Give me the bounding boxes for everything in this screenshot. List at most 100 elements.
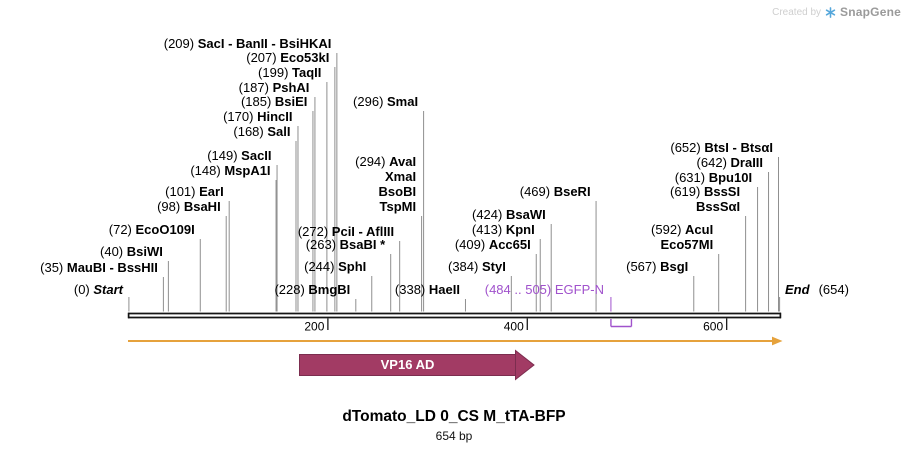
ruler-tick-label: 200 <box>304 320 324 334</box>
site-label-40: (40) BsiWI <box>0 244 163 259</box>
site-position: (424) <box>472 207 506 222</box>
enzyme-name: AcuI <box>685 222 714 237</box>
enzyme-name: EarI <box>199 184 224 199</box>
site-position: (148) <box>190 163 225 178</box>
end-position: (654) <box>818 282 849 297</box>
site-position: (263) <box>305 237 340 252</box>
site-label-101: (101) EarI <box>0 184 224 199</box>
site-label-567: (567) BsgI <box>0 259 688 274</box>
site-label-619: (619) BssSI BssSαI <box>0 184 740 214</box>
enzyme-name: MspA1I <box>224 163 271 178</box>
site-label-296: (296) SmaI <box>0 94 418 109</box>
site-label-244: (244) SphI <box>0 259 366 274</box>
site-position: (642) <box>696 155 731 170</box>
site-position: (35) <box>40 260 67 275</box>
site-label-35: (35) MauBI - BssHII <box>0 260 158 275</box>
site-label-469: (469) BseRI <box>0 184 591 199</box>
watermark-brand: SnapGene <box>840 5 901 19</box>
site-position: (567) <box>626 259 661 274</box>
egfp-range-bracket <box>610 297 633 328</box>
enzyme-name: AvaI <box>389 154 417 169</box>
site-label-228: (228) BmgBI <box>0 282 350 297</box>
site-position: (40) <box>100 244 127 259</box>
site-position: (244) <box>304 259 339 274</box>
site-position: (199) <box>258 65 293 80</box>
site-label-409: (409) Acc65I <box>0 237 531 252</box>
enzyme-name: SalI <box>267 124 291 139</box>
site-label-413: (413) KpnI <box>0 222 535 237</box>
enzyme-name: PshAI <box>272 80 310 95</box>
site-label-384: (384) StyI <box>0 259 506 274</box>
site-label-294: (294) AvaI XmaI BsoBI TspMI <box>0 154 416 214</box>
enzyme-name: BsaBI * <box>339 237 386 252</box>
snapgene-logo-icon <box>825 6 836 18</box>
site-label-207: (207) Eco53kI <box>0 50 329 65</box>
enzyme-name: TaqII <box>292 65 322 80</box>
enzyme-name: BmgBI <box>308 282 351 297</box>
site-label-199: (199) TaqII <box>0 65 321 80</box>
site-label-170: (170) HincII <box>0 109 292 124</box>
end-text: End <box>785 282 810 297</box>
site-position: (98) <box>157 199 184 214</box>
start-position: (0) <box>73 282 90 297</box>
enzyme-name: SacI - BanII - BsiHKAI <box>197 36 332 51</box>
site-position: (170) <box>223 109 258 124</box>
site-position: (384) <box>448 259 482 274</box>
construct-title: dTomato_LD 0_CS M_tTA-BFP <box>342 408 566 425</box>
enzyme-name: Eco57MI <box>660 237 714 252</box>
enzyme-name: TspMI <box>379 199 417 214</box>
dna-backbone-line <box>127 312 782 319</box>
site-label-149: (149) SacII <box>0 148 272 163</box>
site-label-185: (185) BsiEI <box>0 94 307 109</box>
site-position: (338) <box>394 282 429 297</box>
enzyme-name: Eco53kI <box>280 50 330 65</box>
enzyme-name: PciI - AflIII <box>331 224 395 239</box>
enzyme-name: BsgI <box>660 259 689 274</box>
enzyme-name: BsiWI <box>126 244 163 259</box>
enzyme-name: BtsI - BtsαI <box>704 140 773 155</box>
vp16-arrow-head <box>515 349 535 381</box>
enzyme-name: HaeII <box>428 282 460 297</box>
site-label-98: (98) BsaHI <box>0 199 221 214</box>
site-position: (149) <box>207 148 242 163</box>
enzyme-name: SphI <box>338 259 367 274</box>
enzyme-name: SacII <box>241 148 272 163</box>
enzyme-name: BsoBI <box>378 184 417 199</box>
enzyme-name: XmaI <box>385 169 417 184</box>
site-position: (101) <box>165 184 200 199</box>
construct-length: 654 bp <box>435 429 473 443</box>
site-position: (409) <box>454 237 489 252</box>
site-position: (228) <box>274 282 309 297</box>
site-label-148: (148) MspA1I <box>0 163 271 178</box>
site-label-338: (338) HaeII <box>0 282 460 297</box>
site-label-652: (652) BtsI - BtsαI <box>0 140 773 155</box>
site-position: (185) <box>240 94 275 109</box>
ruler-tick-label: 600 <box>703 320 723 334</box>
site-position: (187) <box>238 80 273 95</box>
feature-label-egfp-n: (484 .. 505) EGFP-N <box>0 282 604 297</box>
enzyme-name: BseRI <box>553 184 591 199</box>
enzyme-name: DraIII <box>730 155 764 170</box>
site-position: (294) <box>355 154 390 169</box>
map-end-label: End (654) <box>785 282 849 297</box>
start-text: Start <box>93 282 123 297</box>
site-label-209: (209) SacI - BanII - BsiHKAI <box>0 36 332 51</box>
enzyme-name: BsiEI <box>274 94 308 109</box>
enzyme-name: BsaHI <box>183 199 221 214</box>
site-position: (619) <box>669 184 704 199</box>
enzyme-name: StyI <box>481 259 506 274</box>
site-label-424: (424) BsaWI <box>0 207 546 222</box>
site-position: (631) <box>674 170 709 185</box>
sequence-span-arrow <box>128 336 783 346</box>
watermark-created-by: Created by <box>772 6 822 18</box>
site-label-592: (592) AcuI Eco57MI <box>0 222 713 252</box>
enzyme-name: BssSI <box>703 184 741 199</box>
feature-label-vp16-ad: VP16 AD <box>380 357 435 372</box>
ruler-tick-label: 400 <box>504 320 524 334</box>
site-position: (592) <box>651 222 686 237</box>
site-label-272: (272) PciI - AflIII <box>0 224 394 239</box>
site-position: (168) <box>233 124 268 139</box>
site-position: (296) <box>353 94 388 109</box>
site-label-187: (187) PshAI <box>0 80 310 95</box>
